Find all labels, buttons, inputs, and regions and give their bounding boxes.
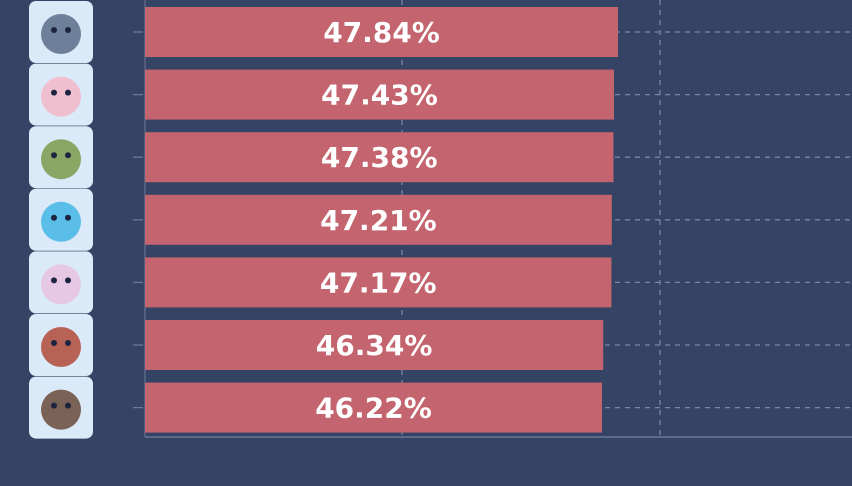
bar-value-label: 46.34% (316, 329, 433, 362)
bar-value-label: 47.38% (321, 141, 438, 174)
bar-value-label: 47.21% (320, 204, 437, 237)
bar (145, 320, 604, 370)
bar (145, 194, 612, 245)
bar (145, 257, 612, 308)
bar-value-label: 47.43% (321, 79, 438, 112)
decidueye-icon (29, 126, 93, 189)
bars: 47.84% 47.43% 47.38% 47.21% 47.17% 46.34% 46.2… (145, 7, 619, 433)
azumarill-icon (29, 188, 93, 251)
bar (145, 132, 614, 183)
espeon-icon (29, 251, 93, 314)
bar-value-label: 47.17% (320, 266, 437, 299)
absol-icon (29, 1, 93, 63)
talonflame-icon (29, 314, 93, 376)
bar-value-label: 46.22% (315, 392, 432, 425)
bar (145, 7, 619, 57)
bar (145, 382, 603, 433)
wigglytuff-icon (29, 63, 93, 126)
bar-value-label: 47.84% (323, 16, 440, 49)
category-avatars (29, 1, 93, 439)
bar (145, 69, 614, 120)
ceruledge-icon (29, 376, 93, 439)
